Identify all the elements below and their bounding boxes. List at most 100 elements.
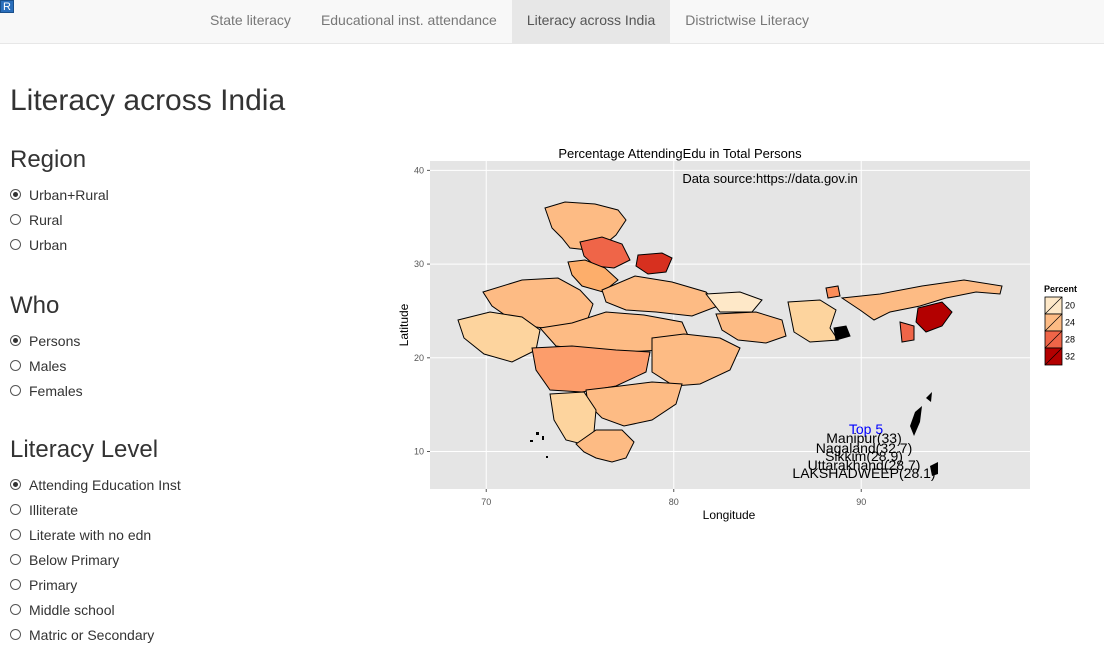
top5-annotations: Top 5 Manipur(33) Nagaland(32.7) Sikkim(… [792,421,935,481]
legend-label: 20 [1065,301,1075,311]
literacy-level-radio-group: Attending Education Inst Illiterate Lite… [10,472,340,647]
who-option-males[interactable]: Males [10,353,340,378]
map-region-northeast [840,279,1003,321]
r-logo-icon: R [0,0,14,13]
literacy-option-middle-school[interactable]: Middle school [10,597,340,622]
region-option-rural[interactable]: Rural [10,207,340,232]
map-region-jharkhand-wb [715,311,787,344]
top5-label: Sikkim(28.9) [825,448,903,464]
region-option-urban[interactable]: Urban [10,232,340,257]
navbar: R State literacy Educational inst. atten… [0,0,1104,44]
who-option-persons[interactable]: Persons [10,328,340,353]
who-option-label: Females [29,382,83,399]
legend-swatch-slash [1044,313,1063,332]
region-option-urban-rural[interactable]: Urban+Rural [10,182,340,207]
radio-unchecked-icon[interactable] [10,579,21,590]
who-option-label: Males [29,357,67,374]
literacy-option-matric-secondary[interactable]: Matric or Secondary [10,622,340,647]
radio-unchecked-icon[interactable] [10,604,21,615]
region-title: Region [10,146,87,173]
y-tick-label: 20 [414,353,424,363]
top5-label: Nagaland(32.7) [816,440,913,456]
literacy-map-plot: Percentage AttendingEdu in Total Persons… [397,146,1077,522]
radio-unchecked-icon[interactable] [10,360,21,371]
legend-title: Percent [1044,284,1077,294]
map-region-tn-kerala [575,429,635,463]
x-tick-label: 80 [669,497,679,507]
plot-subtitle: Data source:https://data.gov.in [682,171,857,186]
legend-label: 28 [1065,335,1075,345]
literacy-option-below-primary[interactable]: Below Primary [10,547,340,572]
top5-label: Manipur(33) [826,430,901,446]
sidebar: Region Urban+Rural Rural Urban Who Perso… [10,146,340,647]
radio-unchecked-icon[interactable] [10,529,21,540]
map-region-wb-bangladesh-edge [787,299,839,343]
map-region-maharashtra [531,345,651,393]
region-option-label: Urban+Rural [29,186,109,203]
literacy-option-label: Illiterate [29,501,79,518]
tab-literacy-across-india[interactable]: Literacy across India [511,0,671,44]
radio-unchecked-icon[interactable] [10,385,21,396]
map-region-chhattisgarh-odisha [651,333,741,387]
literacy-option-label: Below Primary [29,551,120,568]
y-tick-label: 30 [414,259,424,269]
legend-swatch-slash [1044,296,1063,315]
tab-districtwise-literacy[interactable]: Districtwise Literacy [685,12,809,28]
radio-unchecked-icon[interactable] [10,504,21,515]
legend-swatch-slash [1044,330,1063,349]
literacy-option-label: Attending Education Inst [29,476,181,493]
legend-label: 32 [1065,352,1075,362]
literacy-level-title: Literacy Level [10,436,159,463]
who-option-females[interactable]: Females [10,378,340,403]
radio-checked-icon[interactable] [10,335,21,346]
radio-checked-icon[interactable] [10,189,21,200]
legend: Percent 20 24 28 32 [1044,284,1077,366]
literacy-option-literate-no-edn[interactable]: Literate with no edn [10,522,340,547]
y-tick-label: 40 [414,165,424,175]
who-title: Who [10,292,60,319]
x-axis-label: Longitude [703,508,756,522]
india-map [457,201,1003,463]
region-radio-group: Urban+Rural Rural Urban [10,182,340,257]
literacy-option-attending[interactable]: Attending Education Inst [10,472,340,497]
map-region-up [601,275,719,317]
islands [530,392,938,476]
literacy-option-label: Literate with no edn [29,526,152,543]
plot-axes: 70 80 90 10 20 30 40 [414,165,866,507]
literacy-option-label: Primary [29,576,78,593]
x-tick-label: 70 [481,497,491,507]
radio-unchecked-icon[interactable] [10,239,21,250]
tab-state-literacy[interactable]: State literacy [210,12,291,28]
radio-checked-icon[interactable] [10,479,21,490]
y-tick-label: 10 [414,447,424,457]
map-region-himachal [579,236,631,269]
legend-label: 24 [1065,318,1075,328]
page-title: Literacy across India [10,84,286,117]
y-axis-label: Latitude [397,303,411,346]
map-region-bihar [705,291,763,313]
who-radio-group: Persons Males Females [10,328,340,403]
literacy-option-label: Matric or Secondary [29,626,155,643]
region-option-label: Rural [29,211,63,228]
radio-unchecked-icon[interactable] [10,214,21,225]
legend-swatch-slash [1044,347,1063,366]
region-option-label: Urban [29,236,68,253]
top5-label: Uttarakhand(28.7) [808,457,921,473]
top5-title: Top 5 [849,421,883,437]
tab-educational-attendance[interactable]: Educational inst. attendance [320,12,497,28]
who-option-label: Persons [29,332,81,349]
map-region-uttarakhand [635,252,673,275]
radio-unchecked-icon[interactable] [10,629,21,640]
map-region-sikkim [825,285,841,299]
literacy-option-illiterate[interactable]: Illiterate [10,497,340,522]
radio-unchecked-icon[interactable] [10,554,21,565]
top5-label: LAKSHADWEEP(28.1) [792,465,935,481]
map-region-tripura-mizoram [899,321,915,343]
map-region-sunderbans [833,325,851,341]
nav-tabs: State literacy Educational inst. attenda… [195,0,824,44]
x-tick-label: 90 [856,497,866,507]
literacy-option-primary[interactable]: Primary [10,572,340,597]
plot-title: Percentage AttendingEdu in Total Persons [558,146,802,161]
literacy-option-label: Middle school [29,601,115,618]
map-region-manipur-nagaland [915,301,953,333]
